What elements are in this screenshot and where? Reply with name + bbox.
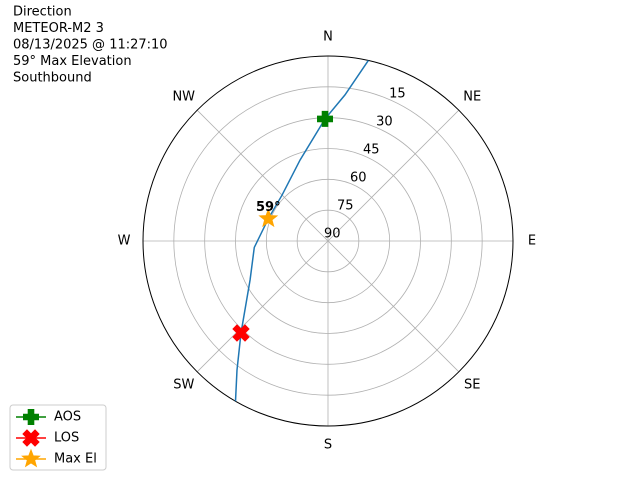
title-line: 08/13/2025 @ 11:27:10 bbox=[13, 38, 168, 53]
marker-plus bbox=[317, 110, 334, 127]
track-line bbox=[234, 60, 369, 402]
title-line: 59° Max Elevation bbox=[13, 54, 132, 69]
direction-label: W bbox=[118, 234, 131, 249]
ring-grid-line bbox=[173, 86, 483, 396]
marker-star bbox=[21, 448, 41, 468]
legend: AOS LOS Max El bbox=[9, 404, 107, 471]
r-tick-label: 45 bbox=[363, 143, 380, 158]
r-tick-label: 15 bbox=[389, 87, 406, 102]
ring-grid-line bbox=[296, 209, 360, 273]
legend-label: Max El bbox=[54, 452, 97, 467]
ring-grid-line bbox=[235, 148, 421, 334]
title-line: METEOR-M2 3 bbox=[13, 21, 104, 36]
direction-label: N bbox=[323, 30, 333, 45]
marker-x bbox=[22, 429, 40, 447]
title-line: Direction bbox=[13, 5, 72, 20]
polar-frame bbox=[142, 55, 514, 427]
direction-label: S bbox=[324, 438, 332, 453]
direction-label: NE bbox=[463, 89, 481, 104]
r-tick-label: 60 bbox=[350, 171, 367, 186]
r-tick-label: 30 bbox=[376, 115, 393, 130]
legend-label: LOS bbox=[54, 431, 79, 446]
direction-label: SW bbox=[173, 378, 194, 393]
legend-label: AOS bbox=[54, 410, 81, 425]
direction-label: E bbox=[528, 234, 536, 249]
direction-label: SE bbox=[464, 378, 480, 393]
marker-star bbox=[258, 208, 279, 228]
direction-label: NW bbox=[172, 89, 195, 104]
value-label: 59° bbox=[256, 200, 281, 215]
r-tick-label: 90 bbox=[324, 226, 341, 241]
title-line: Southbound bbox=[13, 71, 92, 86]
marker-plus bbox=[23, 409, 39, 425]
r-tick-label: 75 bbox=[337, 198, 354, 213]
marker-x bbox=[232, 324, 250, 342]
ring-grid-line bbox=[265, 178, 391, 304]
